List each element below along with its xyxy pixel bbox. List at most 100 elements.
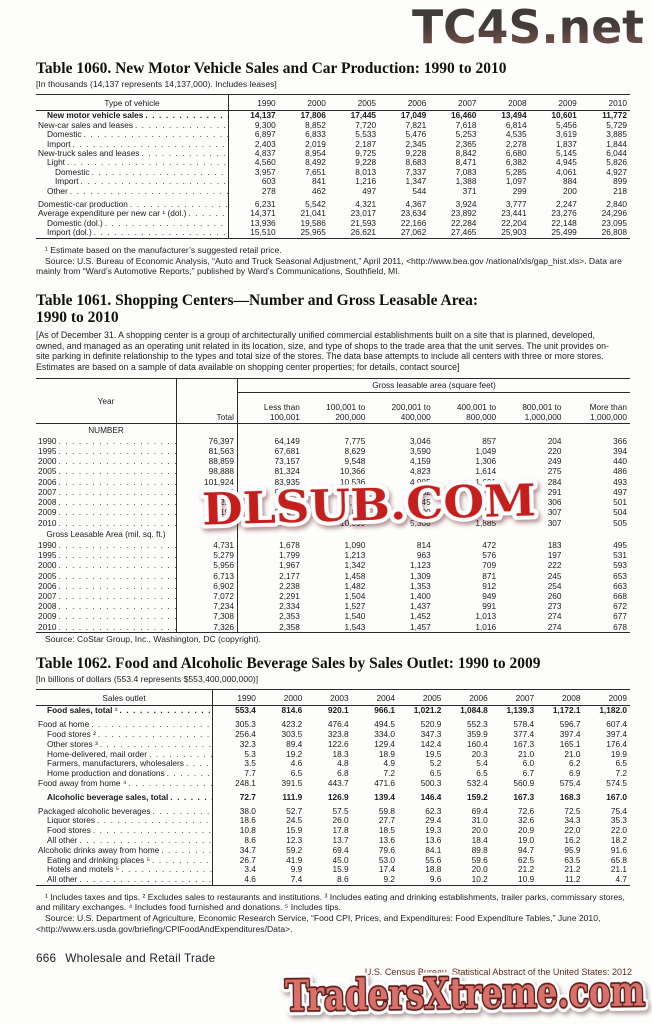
dot-leader xyxy=(145,111,228,120)
cell: 5,542 xyxy=(305,199,326,210)
cell: 15.9 xyxy=(332,864,349,875)
table-row: Other stores ³ 32.3 89.4 122.6 129.4 142.4 160… xyxy=(36,739,630,750)
cell: 260 xyxy=(547,590,562,601)
row-label: Alcoholic drinks away from home xyxy=(36,846,212,856)
header-row: Less than 100,001 100,001 to 200,000 200,0… xyxy=(36,392,630,423)
cell: 20.0 xyxy=(471,864,488,875)
cell xyxy=(303,528,368,540)
column-header: 2005 xyxy=(357,97,377,108)
cell: 8.6 xyxy=(211,835,259,846)
row-label: Light xyxy=(36,158,228,167)
cell: 218 xyxy=(613,185,627,196)
cell: 1,614 xyxy=(475,466,497,477)
cell: 7.4 xyxy=(290,874,303,885)
cell: 10,601 xyxy=(551,110,577,121)
cell: 377.4 xyxy=(513,728,535,739)
dot-leader xyxy=(105,219,228,228)
table-1061-source: Source: CoStar Group, Inc., Washington, … xyxy=(45,633,262,644)
cell: 67,681 xyxy=(236,446,303,457)
cell xyxy=(434,528,499,540)
cell: 1,760 xyxy=(475,486,497,497)
cell: 440 xyxy=(613,456,627,467)
table-row: Domestic-car production 6,231 5,542 4,321 4,… xyxy=(36,196,630,210)
row-label: 2000 xyxy=(36,456,176,466)
row-label: Hotels and motels ⁵ xyxy=(36,865,212,875)
row-label: Home production and donations xyxy=(36,769,212,779)
table-row: Food at home 305.3 423.2 476.4 494.5 520.9 552… xyxy=(36,716,630,730)
cell xyxy=(236,527,303,540)
table-1060-section: Table 1060. New Motor Vehicle Sales and … xyxy=(36,60,630,276)
cell: 256.4 xyxy=(211,729,259,740)
cell: 2,334 xyxy=(236,601,303,612)
cell: 21.2 xyxy=(564,864,581,875)
row-label-text: Food away from home ⁴ xyxy=(38,778,127,788)
cell: 4.9 xyxy=(383,758,395,769)
row-label-text: 2007 xyxy=(38,486,57,497)
dot-leader xyxy=(58,436,176,446)
row-label-text: Domestic (dol.) xyxy=(47,218,103,228)
cell: 7.2 xyxy=(383,768,395,779)
cell: 76,397 xyxy=(176,435,238,447)
cell: 505 xyxy=(613,517,627,528)
cell: 1,353 xyxy=(409,580,431,591)
column-header: 2007 xyxy=(457,97,477,108)
row-label-text: Light xyxy=(47,158,65,168)
row-label: 2000 xyxy=(36,560,176,570)
cell: 6,833 xyxy=(305,129,326,140)
row-label: Alcoholic beverage sales, total xyxy=(36,789,212,803)
dot-leader xyxy=(128,779,212,789)
cell: 5,152 xyxy=(409,486,431,497)
table-row: Alcoholic drinks away from home 34.7 59.2 6… xyxy=(36,845,630,856)
cell: 10.9 xyxy=(517,874,535,885)
cell: 22.0 xyxy=(610,825,627,836)
cell: 5.4 xyxy=(476,758,488,769)
cell: 359.9 xyxy=(466,728,488,739)
cell: 1,123 xyxy=(409,560,431,571)
cell: 11.2 xyxy=(564,874,581,885)
row-label: Packaged alcoholic beverages xyxy=(36,803,212,817)
table-row: Domestic (dol.) 13,936 19,586 21,593 22,166 2… xyxy=(36,218,630,229)
table-row: Hotels and motels ⁵ 3.4 9.9 15.9 17.4 18.8 20.… xyxy=(36,864,630,876)
table-row: Packaged alcoholic beverages 38.0 52.7 57.5… xyxy=(36,802,630,817)
column-header: 2008 xyxy=(562,692,581,703)
cell: 3,957 xyxy=(227,167,279,178)
footer-credit: U.S. Census Bureau, Statistical Abstract… xyxy=(364,967,632,977)
cell: 504 xyxy=(613,507,627,518)
cell: 72.6 xyxy=(517,805,535,816)
cell: 34.3 xyxy=(564,815,581,826)
cell xyxy=(303,423,368,436)
cell: 8,471 xyxy=(455,157,477,168)
row-label: 2005 xyxy=(36,571,176,581)
cell: 204 xyxy=(547,435,562,446)
cell: 5,290 xyxy=(409,507,431,518)
cell: 88,596 xyxy=(236,517,303,528)
table-1061-description: [As of December 31. A shopping center is… xyxy=(36,330,609,373)
cell: 19.5 xyxy=(425,748,442,759)
cell: 8,954 xyxy=(305,148,326,159)
dot-leader xyxy=(97,816,212,826)
cell: 303.5 xyxy=(281,728,303,739)
row-label: Domestic xyxy=(36,168,228,177)
cell: 553.4 xyxy=(211,705,259,717)
cell: 7,326 xyxy=(176,621,238,633)
cell: 59.8 xyxy=(378,805,395,816)
header-row: Sales outlet 1990 2000 2003 2004 2005 2006 2007… xyxy=(36,689,630,706)
cell: 10.8 xyxy=(211,825,259,836)
cell xyxy=(176,423,238,436)
row-label: 1995 xyxy=(36,550,176,560)
cell: 462 xyxy=(312,185,326,196)
cell: 7,720 xyxy=(355,119,377,130)
cell: 17.8 xyxy=(332,825,349,836)
cell: 126.9 xyxy=(327,791,349,802)
cell: 11,772 xyxy=(602,110,627,121)
cell: 23,634 xyxy=(400,208,427,219)
cell: 104,606 xyxy=(176,486,238,498)
cell: 18.3 xyxy=(332,748,349,759)
cell xyxy=(499,528,564,540)
dot-leader xyxy=(58,601,176,611)
cell: 17,806 xyxy=(300,110,326,121)
dot-leader xyxy=(58,550,176,560)
